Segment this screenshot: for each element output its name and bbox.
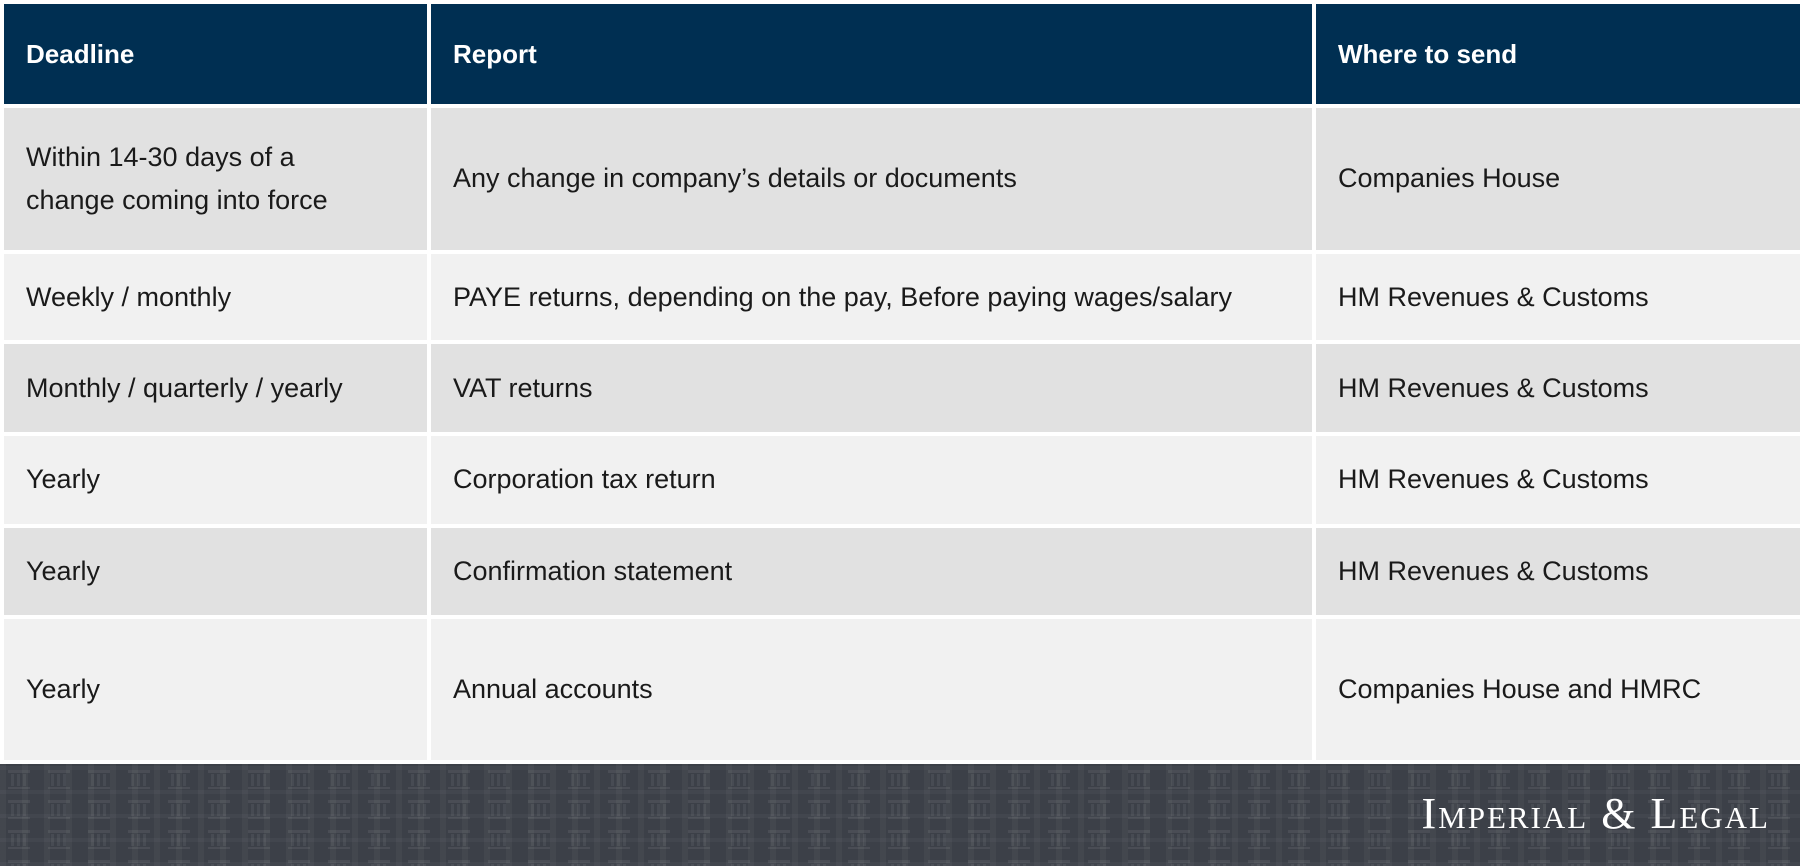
- header-report: Report: [431, 4, 1312, 104]
- footer-pattern: [0, 764, 1800, 866]
- cell-where: HM Revenues & Customs: [1316, 435, 1800, 524]
- cell-deadline-line1: Within 14-30 days of a: [26, 141, 295, 172]
- header-where-to-send: Where to send: [1316, 4, 1800, 104]
- cell-deadline: Yearly: [4, 435, 427, 524]
- table-row: Monthly / quarterly / yearly VAT returns…: [4, 344, 1800, 432]
- imperial-legal-logo: Imperial & Legal: [1421, 789, 1770, 838]
- table-row: Yearly Annual accounts Companies House a…: [4, 619, 1800, 760]
- table-row: Within 14-30 days of a change coming int…: [4, 108, 1800, 250]
- cell-deadline: Yearly: [4, 527, 427, 616]
- cell-deadline-line2: change coming into force: [26, 184, 328, 215]
- cell-report: VAT returns: [431, 344, 1312, 432]
- cell-deadline: Weekly / monthly: [4, 253, 427, 341]
- cell-report: Any change in company’s details or docum…: [431, 108, 1312, 250]
- header-deadline: Deadline: [4, 4, 427, 104]
- cell-deadline: Yearly: [4, 619, 427, 760]
- cell-where: HM Revenues & Customs: [1316, 253, 1800, 341]
- cell-where: HM Revenues & Customs: [1316, 527, 1800, 616]
- table-header-row: Deadline Report Where to send: [4, 4, 1800, 104]
- cell-report: Corporation tax return: [431, 435, 1312, 524]
- cell-deadline: Within 14-30 days of a change coming int…: [4, 108, 427, 250]
- cell-where: HM Revenues & Customs: [1316, 344, 1800, 432]
- cell-report: PAYE returns, depending on the pay, Befo…: [431, 253, 1312, 341]
- deadlines-table: Deadline Report Where to send Within 14-…: [4, 4, 1800, 760]
- deadlines-table-container: Deadline Report Where to send Within 14-…: [4, 4, 1800, 760]
- footer-banner: Imperial & Legal: [0, 764, 1800, 866]
- cell-where: Companies House and HMRC: [1316, 619, 1800, 760]
- table-row: Yearly Confirmation statement HM Revenue…: [4, 527, 1800, 616]
- cell-deadline: Monthly / quarterly / yearly: [4, 344, 427, 432]
- cell-where: Companies House: [1316, 108, 1800, 250]
- table-row: Yearly Corporation tax return HM Revenue…: [4, 435, 1800, 524]
- cell-report: Annual accounts: [431, 619, 1312, 760]
- table-row: Weekly / monthly PAYE returns, depending…: [4, 253, 1800, 341]
- cell-report: Confirmation statement: [431, 527, 1312, 616]
